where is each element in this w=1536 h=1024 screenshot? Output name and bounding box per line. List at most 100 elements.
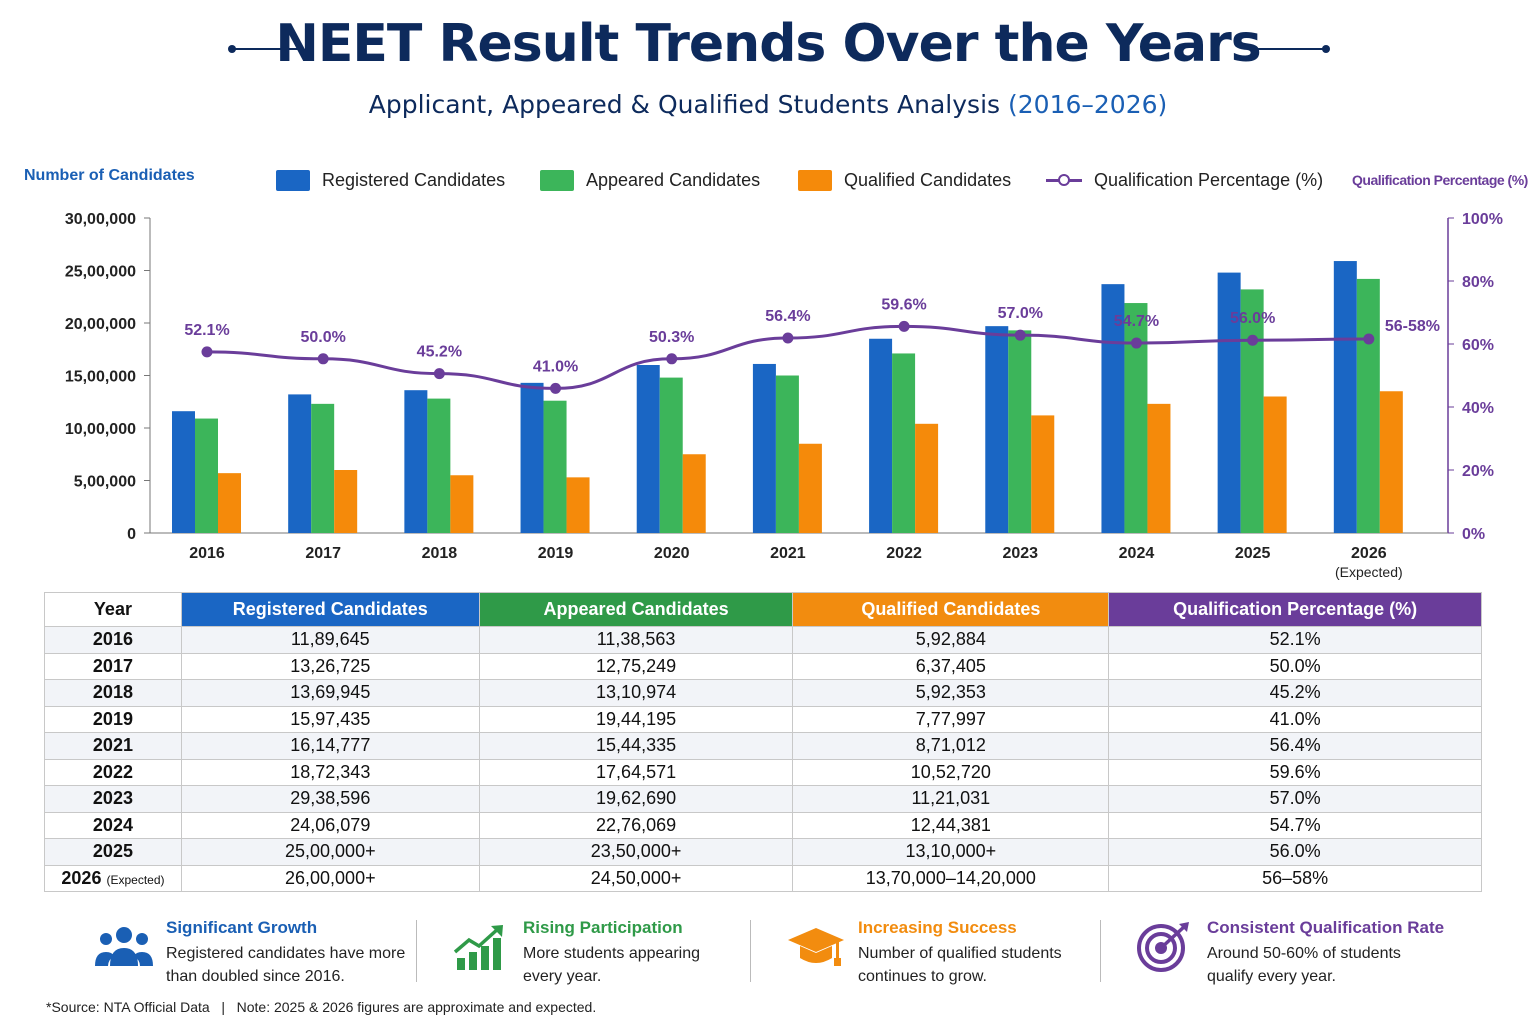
percentage-data-label: 59.6% <box>881 296 926 313</box>
legend-item-registered: Registered Candidates <box>276 168 505 192</box>
source-note: *Source: NTA Official Data | Note: 2025 … <box>46 999 597 1015</box>
x-tick-label: 2025 <box>1235 545 1271 562</box>
title-decoration-left <box>228 45 304 53</box>
cell-qualified: 6,37,405 <box>792 652 1110 680</box>
header-percentage: Qualification Percentage (%) <box>1108 592 1482 627</box>
bar-qualified <box>1147 403 1171 533</box>
legend-line-percentage <box>1046 173 1082 187</box>
table-row: 2019 15,97,435 19,44,195 7,77,997 41.0% <box>44 705 1482 733</box>
card-text: Number of qualified students continues t… <box>858 945 1062 985</box>
page-title: NEET Result Trends Over the Years <box>275 14 1261 74</box>
bar-qualified <box>218 473 241 533</box>
cell-registered: 11,89,645 <box>180 626 480 654</box>
cell-qualified: 8,71,012 <box>792 732 1110 760</box>
bar-appeared <box>427 398 451 533</box>
percentage-data-label: 50.0% <box>300 329 345 346</box>
cell-pct: 56–58% <box>1108 864 1482 892</box>
left-axis-title: Number of Candidates <box>24 167 195 184</box>
percentage-point <box>1363 333 1375 345</box>
bar-registered <box>404 390 428 533</box>
cell-year: 2019 <box>44 705 182 733</box>
bar-qualified <box>334 470 358 533</box>
cell-year: 2025 <box>44 838 182 866</box>
cell-appeared: 12,75,249 <box>478 652 794 680</box>
y-tick-label: 10,00,000 <box>65 421 136 438</box>
legend-swatch-qualified <box>798 169 832 191</box>
cell-pct: 45.2% <box>1108 679 1482 707</box>
cell-appeared: 15,44,335 <box>478 732 794 760</box>
cell-year: 2023 <box>44 785 182 813</box>
percentage-point <box>201 346 213 358</box>
bar-appeared <box>311 403 335 533</box>
x-tick-label: 2023 <box>1002 545 1038 562</box>
cell-appeared: 19,44,195 <box>478 705 794 733</box>
cell-qualified: 13,10,000+ <box>792 838 1110 866</box>
cell-qualified: 7,77,997 <box>792 705 1110 733</box>
card-title: Consistent Qualification Rate <box>1207 918 1445 937</box>
cell-appeared: 13,10,974 <box>478 679 794 707</box>
y2-tick-label: 0% <box>1462 526 1485 543</box>
target-icon <box>1137 922 1189 972</box>
cell-registered: 18,72,343 <box>180 758 480 786</box>
bar-appeared <box>195 418 218 533</box>
cell-year: 2026 (Expected) <box>44 864 182 892</box>
cell-appeared: 19,62,690 <box>478 785 794 813</box>
bar-appeared <box>543 400 567 533</box>
bar-qualified <box>1031 415 1055 533</box>
header-registered: Registered Candidates <box>180 592 480 627</box>
bar-registered <box>288 394 312 533</box>
bar-registered <box>1101 284 1125 533</box>
cell-registered: 15,97,435 <box>180 705 480 733</box>
bar-appeared <box>1356 278 1380 533</box>
table-row: 2017 13,26,725 12,75,249 6,37,405 50.0% <box>44 652 1482 680</box>
cell-year-value: 2025 <box>92 841 133 862</box>
header-appeared: Appeared Candidates <box>478 592 794 627</box>
bar-appeared <box>1008 330 1032 533</box>
percentage-data-label: 57.0% <box>998 305 1043 322</box>
percentage-point <box>898 320 910 332</box>
header-year: Year <box>44 592 182 627</box>
x-tick-label: 2022 <box>886 545 922 562</box>
table-row: 2022 18,72,343 17,64,571 10,52,720 59.6% <box>44 758 1482 786</box>
cell-registered: 16,14,777 <box>180 732 480 760</box>
y2-tick-label: 80% <box>1462 274 1494 291</box>
table-row: 2026 (Expected) 26,00,000+ 24,50,000+ 13,70… <box>44 864 1482 892</box>
title-row: NEET Result Trends Over the Years <box>0 14 1536 84</box>
legend-swatch-appeared <box>540 169 574 191</box>
table-body: 2016 11,89,645 11,38,563 5,92,884 52.1% 2017 1… <box>44 626 1482 892</box>
y-tick-label: 0 <box>127 526 136 543</box>
x-tick-label: 2020 <box>654 545 690 562</box>
cell-appeared: 23,50,000+ <box>478 838 794 866</box>
y-tick-label: 5,00,000 <box>74 474 136 491</box>
cell-year-value: 2026 <box>61 867 102 888</box>
y-tick-label: 20,00,000 <box>65 316 136 333</box>
cell-pct: 50.0% <box>1108 652 1482 680</box>
x-tick-note: (Expected) <box>1335 564 1403 580</box>
percentage-point <box>666 353 678 365</box>
x-tick-label: 2017 <box>305 545 341 562</box>
table-row: 2024 24,06,079 22,76,069 12,44,381 54.7% <box>44 811 1482 839</box>
cell-year-value: 2024 <box>92 814 133 835</box>
percentage-data-label: 45.2% <box>417 344 462 361</box>
y2-tick-label: 100% <box>1462 211 1503 228</box>
cell-pct: 41.0% <box>1108 705 1482 733</box>
cell-year: 2021 <box>44 732 182 760</box>
legend-label-percentage: Qualification Percentage (%) <box>1094 169 1324 190</box>
cell-year: 2017 <box>44 652 182 680</box>
cell-registered: 13,26,725 <box>180 652 480 680</box>
bar-registered <box>869 338 893 533</box>
percentage-data-label: 41.0% <box>533 358 578 375</box>
card-title: Significant Growth <box>166 918 318 937</box>
bar-registered <box>520 382 544 533</box>
percentage-data-label: 50.3% <box>649 329 694 346</box>
cell-year: 2016 <box>44 626 182 654</box>
title-decoration-right <box>1254 45 1330 53</box>
bar-registered <box>752 363 776 533</box>
cell-registered: 26,00,000+ <box>180 864 480 892</box>
users-icon <box>95 927 153 966</box>
cell-year-value: 2018 <box>92 682 133 703</box>
percentage-data-label: 52.1% <box>184 322 229 339</box>
cell-year-value: 2022 <box>92 761 133 782</box>
percentage-data-label: 56.0% <box>1230 310 1275 327</box>
bar-appeared <box>659 377 683 533</box>
